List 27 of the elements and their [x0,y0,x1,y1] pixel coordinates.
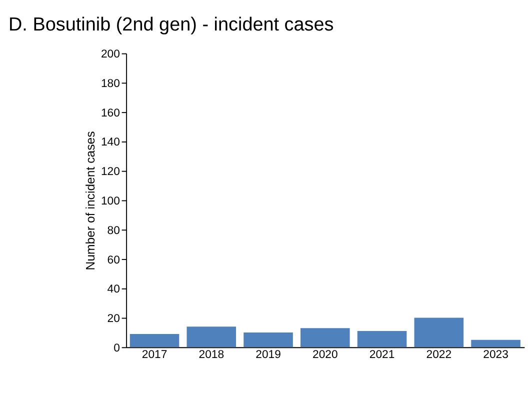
bar [414,318,464,348]
x-tick-label: 2021 [369,349,395,362]
y-tick-label: 180 [100,78,120,90]
y-tick-label: 100 [100,196,120,208]
x-tick-label: 2019 [256,349,281,362]
bar [300,328,350,348]
x-tick-label: 2020 [312,349,338,362]
x-tick-label: 2018 [198,349,224,362]
bar [357,331,407,348]
bar [244,332,293,348]
bar [471,340,520,348]
x-tick-label: 2017 [142,349,168,362]
y-tick-label: 120 [100,166,120,178]
y-axis-title: Number of incident cases [83,131,98,270]
y-tick-label: 40 [107,284,120,296]
y-tick-label: 20 [107,313,120,326]
y-tick-label: 80 [107,224,120,237]
y-tick-label: 200 [100,48,120,61]
y-tick-label: 160 [100,107,120,120]
bar [186,326,236,348]
y-tick-label: 0 [114,342,120,354]
x-tick-label: 2022 [426,349,452,362]
x-tick-label: 2023 [483,349,508,362]
y-tick-label: 60 [107,254,120,266]
y-tick-label: 140 [100,136,120,149]
chart-title: D. Bosutinib (2nd gen) - incident cases [8,14,334,36]
bar [130,334,180,348]
